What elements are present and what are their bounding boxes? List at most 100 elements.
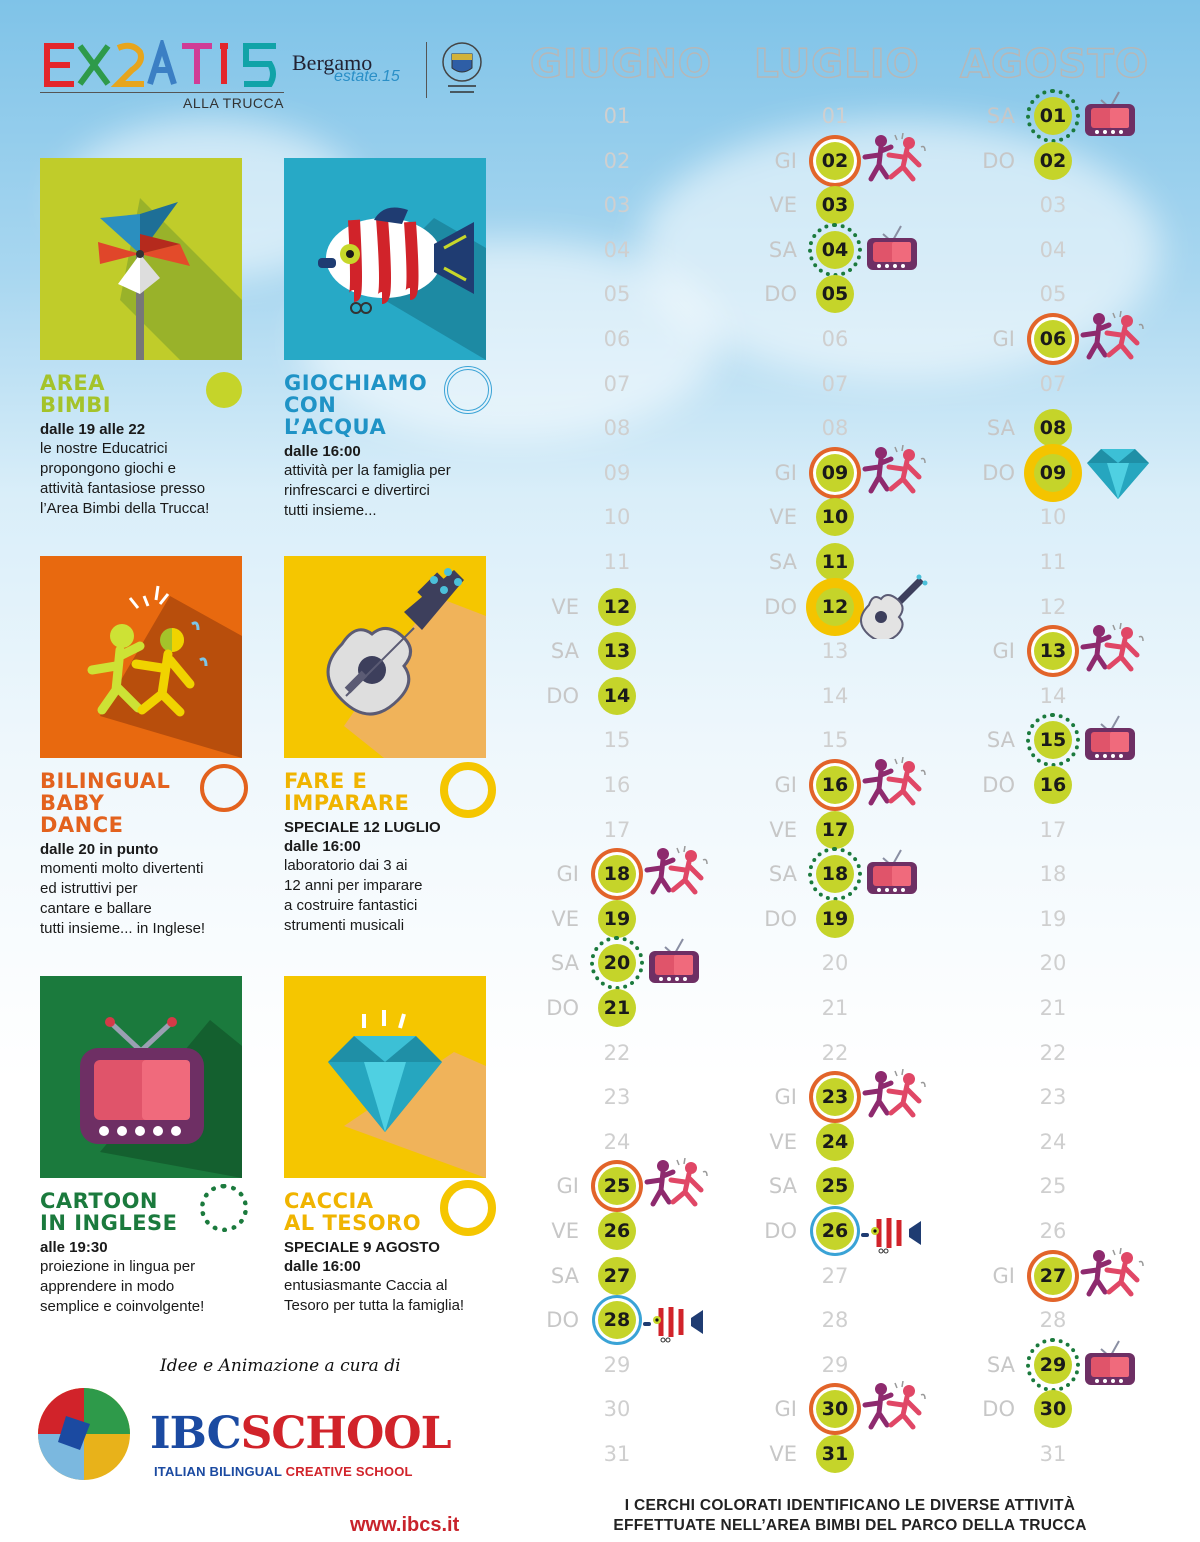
event-day[interactable]: 30 <box>816 1390 854 1429</box>
activity-title: BILINGUAL BABY DANCE <box>40 769 171 837</box>
event-day[interactable]: 18 <box>808 847 862 902</box>
legend-line: I CERCHI COLORATI IDENTIFICANO LE DIVERS… <box>624 1497 1076 1514</box>
ibc-subtitle-part: ITALIAN BILINGUAL <box>154 1464 282 1479</box>
day-number: 20 <box>821 951 849 976</box>
event-day[interactable]: 16 <box>1034 766 1072 804</box>
day-number: 07 <box>603 371 631 396</box>
day-number: 17 <box>1039 817 1067 842</box>
event-day[interactable]: 24 <box>816 1122 854 1161</box>
weekday-label: SA <box>986 1352 1015 1377</box>
day-number: 20 <box>1039 951 1067 976</box>
event-day[interactable]: 16 <box>816 766 854 804</box>
guitar-icon <box>853 571 929 642</box>
day-number: 10 <box>603 505 631 530</box>
dance-icon <box>1079 1247 1151 1300</box>
event-day[interactable]: 13 <box>598 632 636 671</box>
day-number: 03 <box>1039 193 1067 218</box>
day-number: 31 <box>603 1442 631 1466</box>
legend-note: I CERCHI COLORATI IDENTIFICANO LE DIVERS… <box>560 1496 1140 1536</box>
giochiamo-acqua-tile <box>284 158 486 360</box>
weekday-label: GI <box>774 1397 797 1422</box>
event-day[interactable]: 05 <box>816 275 854 314</box>
event-day[interactable]: 01 <box>1026 89 1080 143</box>
weekday-label: SA <box>768 862 797 887</box>
event-day[interactable]: 11 <box>816 543 854 581</box>
month-title-agosto: AGOSTO <box>959 41 1150 87</box>
event-day[interactable]: 09 <box>1034 453 1072 492</box>
activity-subtitle: dalle 19 alle 22 <box>40 421 146 438</box>
day-number: 28 <box>821 1308 849 1333</box>
event-day[interactable]: 08 <box>1034 409 1072 448</box>
event-day[interactable]: 21 <box>598 989 636 1027</box>
weekday-label: SA <box>550 639 579 664</box>
dance-icon <box>643 1158 715 1210</box>
dance-icon <box>861 1381 933 1433</box>
bergamo-logo-text: Bergamo <box>292 50 373 75</box>
event-day[interactable]: 13 <box>1034 632 1072 671</box>
day-number: 15 <box>603 728 631 753</box>
event-day[interactable]: 31 <box>816 1435 854 1473</box>
weekday-label: GI <box>556 1174 579 1199</box>
event-day[interactable]: 29 <box>1026 1337 1080 1392</box>
dance-icon <box>861 132 933 185</box>
expo-logo <box>40 36 290 110</box>
event-day[interactable]: 25 <box>598 1167 636 1206</box>
day-number: 11 <box>603 550 631 574</box>
event-day[interactable]: 09 <box>816 453 854 492</box>
event-day[interactable]: 27 <box>598 1256 636 1295</box>
day-number: 01 <box>821 104 849 128</box>
dancers-icon <box>87 585 242 758</box>
event-day[interactable]: 02 <box>816 141 854 180</box>
event-day[interactable]: 10 <box>816 498 854 537</box>
event-day[interactable]: 12 <box>598 587 636 626</box>
weekday-label: DO <box>982 460 1015 485</box>
event-day[interactable]: 15 <box>1026 713 1080 768</box>
day-number: 06 <box>603 327 631 351</box>
event-day[interactable]: 27 <box>1034 1256 1072 1295</box>
event-day[interactable]: 12 <box>816 587 854 626</box>
green-dots-marker <box>200 1184 248 1232</box>
day-number: 22 <box>603 1040 631 1065</box>
ibc-school-subtitle: ITALIAN BILINGUAL CREATIVE SCHOOL <box>154 1464 413 1479</box>
legend-line: EFFETTUATE NELL’AREA BIMBI DEL PARCO DEL… <box>613 1517 1087 1534</box>
ibc-title-part: IBC <box>150 1408 242 1459</box>
weekday-label: VE <box>551 906 579 931</box>
fish-icon <box>318 207 486 360</box>
event-day[interactable]: 20 <box>590 936 644 991</box>
weekday-label: VE <box>769 817 797 842</box>
bergamo-estate-text: estate.15 <box>334 68 400 85</box>
event-day[interactable]: 04 <box>808 222 862 277</box>
event-day[interactable]: 18 <box>598 855 636 894</box>
day-number: 03 <box>603 193 631 218</box>
tv-icon <box>865 224 919 272</box>
day-number: 01 <box>603 104 631 128</box>
fare-imparare-tile <box>284 556 486 758</box>
event-day[interactable]: 19 <box>816 899 854 938</box>
day-number: 09 <box>603 460 631 485</box>
event-day[interactable]: 02 <box>1034 141 1072 180</box>
event-day[interactable]: 26 <box>598 1212 636 1250</box>
event-day[interactable]: 19 <box>598 899 636 938</box>
weekday-label: VE <box>551 1219 579 1243</box>
activity-subtitle: alle 19:30 <box>40 1239 108 1256</box>
event-day[interactable]: 03 <box>816 186 854 225</box>
event-day[interactable]: 17 <box>816 810 854 849</box>
event-day[interactable]: 23 <box>816 1078 854 1117</box>
event-day[interactable]: 30 <box>1034 1390 1072 1429</box>
event-day[interactable]: 25 <box>816 1167 854 1206</box>
weekday-label: GI <box>992 1263 1015 1288</box>
divider <box>426 42 427 98</box>
event-day[interactable]: 06 <box>1034 320 1072 358</box>
month-title-giugno: GIUGNO <box>529 41 712 87</box>
tv-icon <box>1083 714 1137 762</box>
event-day[interactable]: 26 <box>816 1212 854 1250</box>
bergamo-seal-icon <box>440 40 484 98</box>
day-number: 10 <box>1039 505 1067 530</box>
ibc-website-link[interactable]: www.ibcs.it <box>350 1514 460 1536</box>
activity-description: le nostre Educatrici propongono giochi e… <box>40 440 210 517</box>
caccia-tesoro-tile <box>284 976 486 1178</box>
day-number: 06 <box>821 327 849 351</box>
event-day[interactable]: 28 <box>598 1301 636 1340</box>
day-number: 21 <box>821 996 849 1020</box>
event-day[interactable]: 14 <box>598 676 636 715</box>
